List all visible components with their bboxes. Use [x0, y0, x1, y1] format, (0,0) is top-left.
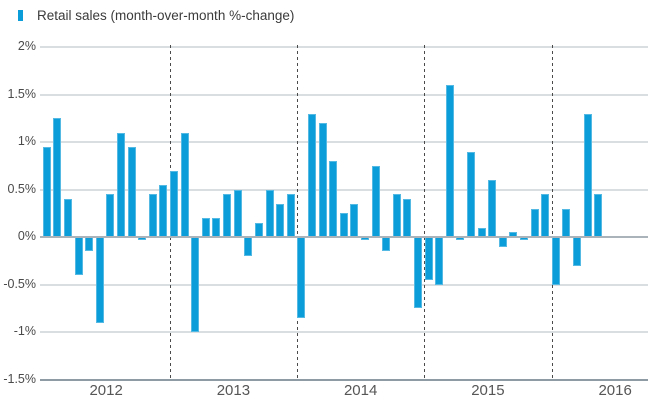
bar-2014-07 [360, 237, 369, 240]
year-separator-2014 [297, 45, 299, 380]
bar-2016-03 [573, 237, 582, 266]
bar-2013-07 [233, 189, 242, 237]
bar-2015-12 [541, 194, 550, 237]
bar-2012-06 [95, 237, 104, 323]
gridline-1.5% [40, 93, 648, 96]
y-tick-label-1.5%: 1.5% [7, 86, 37, 101]
legend-label: Retail sales (month-over-month %-change) [37, 8, 295, 23]
x-year-label-2016: 2016 [598, 382, 632, 399]
year-separator-2015 [424, 45, 426, 380]
x-year-label-2015: 2015 [471, 382, 505, 399]
y-tick-label-1%: 1% [17, 134, 36, 148]
bar-2014-03 [318, 123, 327, 237]
bar-2013-02 [180, 132, 189, 237]
bar-2016-04 [583, 113, 592, 237]
bar-2013-04 [201, 218, 210, 237]
bar-2012-04 [74, 237, 83, 275]
bar-2015-02 [435, 237, 444, 285]
x-year-label-2014: 2014 [343, 382, 378, 399]
gridline--1% [40, 331, 648, 333]
gridline-2% [40, 46, 648, 48]
x-year-label-2012: 2012 [89, 382, 123, 399]
bar-2012-09 [127, 146, 136, 237]
bar-2015-06 [477, 227, 486, 237]
bar-2015-11 [530, 208, 539, 237]
bar-2015-03 [445, 85, 454, 237]
bar-2013-08 [244, 237, 253, 256]
bar-2014-01 [297, 237, 306, 318]
bar-2014-12 [413, 237, 422, 309]
bar-2013-11 [276, 203, 285, 237]
bar-2015-08 [498, 237, 507, 247]
bar-2013-01 [170, 170, 179, 237]
bar-2012-12 [159, 184, 168, 237]
gridline--0.5% [40, 283, 648, 286]
y-tick-label--1%: -1% [13, 324, 36, 338]
y-tick-label-0%: 0% [17, 229, 36, 243]
bar-2012-01 [42, 146, 51, 237]
bar-2014-04 [329, 161, 338, 237]
bar-2015-07 [488, 180, 497, 237]
bar-2012-11 [148, 194, 157, 237]
x-axis-line [40, 378, 648, 381]
bar-2013-06 [223, 194, 232, 237]
year-separator-2016 [551, 45, 553, 380]
legend-marker-icon [18, 10, 23, 21]
bar-2016-05 [594, 194, 603, 237]
y-tick-label--0.5%: -0.5% [3, 276, 36, 291]
bar-2014-06 [350, 203, 359, 237]
y-tick-label-2%: 2% [17, 39, 36, 53]
bar-2015-05 [467, 151, 475, 237]
zero-line [40, 236, 648, 238]
gridline-1% [40, 141, 648, 143]
bar-2014-09 [382, 237, 391, 252]
bar-2012-05 [85, 237, 94, 252]
bar-2012-07 [106, 194, 115, 237]
bar-2012-03 [64, 199, 72, 237]
bar-2014-05 [339, 213, 348, 237]
bar-2015-01 [424, 237, 433, 280]
bar-2014-10 [392, 194, 401, 237]
bar-2014-11 [403, 199, 412, 237]
bar-2013-09 [254, 222, 263, 237]
bar-2013-03 [191, 237, 200, 332]
bar-2012-02 [53, 118, 62, 237]
bar-2013-05 [212, 218, 221, 237]
bar-2012-08 [117, 132, 126, 237]
bar-2015-10 [520, 237, 529, 240]
bar-2015-09 [509, 232, 518, 237]
bar-2013-12 [286, 194, 295, 237]
y-tick-label--1.5%: -1.5% [3, 371, 36, 386]
y-tick-label-0.5%: 0.5% [7, 181, 37, 196]
bar-2014-08 [371, 165, 380, 237]
bar-2012-10 [138, 237, 147, 240]
x-year-label-2013: 2013 [216, 382, 251, 399]
bar-2014-02 [307, 113, 316, 237]
bar-2013-10 [265, 189, 274, 237]
bar-2016-01 [551, 237, 560, 285]
bar-2016-02 [562, 208, 571, 237]
gridline-0.5% [40, 188, 648, 191]
bar-2015-04 [456, 237, 465, 240]
